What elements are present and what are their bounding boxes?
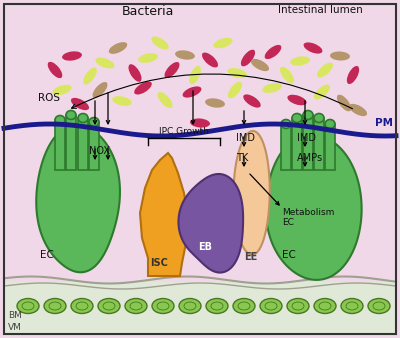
Polygon shape xyxy=(78,118,88,170)
Polygon shape xyxy=(303,115,313,170)
Ellipse shape xyxy=(349,104,367,116)
Text: IMD: IMD xyxy=(236,133,255,143)
Ellipse shape xyxy=(125,298,147,314)
Ellipse shape xyxy=(314,114,324,122)
Ellipse shape xyxy=(228,82,242,98)
Ellipse shape xyxy=(98,298,120,314)
Ellipse shape xyxy=(83,67,97,84)
Ellipse shape xyxy=(227,68,247,78)
Ellipse shape xyxy=(241,50,255,66)
Polygon shape xyxy=(66,115,76,170)
Ellipse shape xyxy=(62,51,82,61)
Ellipse shape xyxy=(287,95,307,105)
Ellipse shape xyxy=(134,81,152,95)
Ellipse shape xyxy=(213,38,233,48)
Text: NOX: NOX xyxy=(90,146,110,156)
Ellipse shape xyxy=(330,51,350,61)
Ellipse shape xyxy=(48,62,62,78)
Polygon shape xyxy=(55,120,65,170)
Ellipse shape xyxy=(182,87,202,98)
Ellipse shape xyxy=(280,67,294,83)
Ellipse shape xyxy=(304,42,322,54)
Ellipse shape xyxy=(96,57,114,68)
Polygon shape xyxy=(266,135,362,280)
Ellipse shape xyxy=(179,298,201,314)
Ellipse shape xyxy=(292,114,302,122)
Ellipse shape xyxy=(66,111,76,120)
Ellipse shape xyxy=(128,64,142,82)
Ellipse shape xyxy=(347,66,359,84)
Polygon shape xyxy=(281,124,291,170)
Ellipse shape xyxy=(233,298,255,314)
Text: VM: VM xyxy=(8,323,22,333)
Ellipse shape xyxy=(205,98,225,108)
Ellipse shape xyxy=(138,53,158,63)
Ellipse shape xyxy=(71,98,89,110)
Ellipse shape xyxy=(202,52,218,68)
Ellipse shape xyxy=(290,56,310,66)
Text: Metabolism
EC: Metabolism EC xyxy=(282,208,334,227)
Polygon shape xyxy=(36,125,120,272)
Ellipse shape xyxy=(265,45,281,59)
Text: Intestinal lumen: Intestinal lumen xyxy=(278,5,362,15)
Ellipse shape xyxy=(109,42,127,54)
Text: AMPs: AMPs xyxy=(297,153,323,163)
Ellipse shape xyxy=(190,118,210,127)
Ellipse shape xyxy=(89,118,99,126)
Ellipse shape xyxy=(112,96,132,106)
Text: EE: EE xyxy=(244,252,257,262)
Ellipse shape xyxy=(317,63,333,77)
Polygon shape xyxy=(292,118,302,170)
FancyBboxPatch shape xyxy=(4,282,396,334)
Text: PM: PM xyxy=(375,118,393,128)
Polygon shape xyxy=(325,124,335,170)
Text: TK: TK xyxy=(236,153,248,163)
Ellipse shape xyxy=(55,116,65,124)
Ellipse shape xyxy=(151,37,169,50)
Text: IMD: IMD xyxy=(297,133,316,143)
Ellipse shape xyxy=(158,92,172,108)
Text: BM: BM xyxy=(8,312,22,320)
Ellipse shape xyxy=(52,85,72,95)
Ellipse shape xyxy=(260,298,282,314)
Ellipse shape xyxy=(341,298,363,314)
Ellipse shape xyxy=(314,298,336,314)
Ellipse shape xyxy=(243,94,261,107)
Polygon shape xyxy=(89,122,99,170)
Polygon shape xyxy=(140,153,188,276)
Ellipse shape xyxy=(287,298,309,314)
Polygon shape xyxy=(178,174,243,272)
Text: EB: EB xyxy=(198,242,212,252)
Ellipse shape xyxy=(325,120,335,128)
Ellipse shape xyxy=(175,50,195,60)
FancyArrowPatch shape xyxy=(72,74,352,109)
Ellipse shape xyxy=(17,298,39,314)
Ellipse shape xyxy=(78,114,88,122)
Ellipse shape xyxy=(303,111,313,120)
Ellipse shape xyxy=(152,298,174,314)
Ellipse shape xyxy=(337,95,351,111)
Text: IPC Growth: IPC Growth xyxy=(159,127,209,136)
Ellipse shape xyxy=(368,298,390,314)
Text: ROS: ROS xyxy=(38,93,60,103)
Text: Bacteria: Bacteria xyxy=(122,5,174,18)
Ellipse shape xyxy=(164,62,180,78)
Ellipse shape xyxy=(189,66,201,84)
Ellipse shape xyxy=(251,59,269,71)
Ellipse shape xyxy=(314,84,330,99)
Polygon shape xyxy=(234,131,270,255)
Text: ISC: ISC xyxy=(150,258,168,268)
Ellipse shape xyxy=(262,83,282,93)
Ellipse shape xyxy=(281,120,291,128)
Ellipse shape xyxy=(206,298,228,314)
Polygon shape xyxy=(314,118,324,170)
Ellipse shape xyxy=(71,298,93,314)
Text: EC: EC xyxy=(40,250,54,260)
Ellipse shape xyxy=(92,82,108,98)
Ellipse shape xyxy=(44,298,66,314)
Text: EC: EC xyxy=(282,250,296,260)
